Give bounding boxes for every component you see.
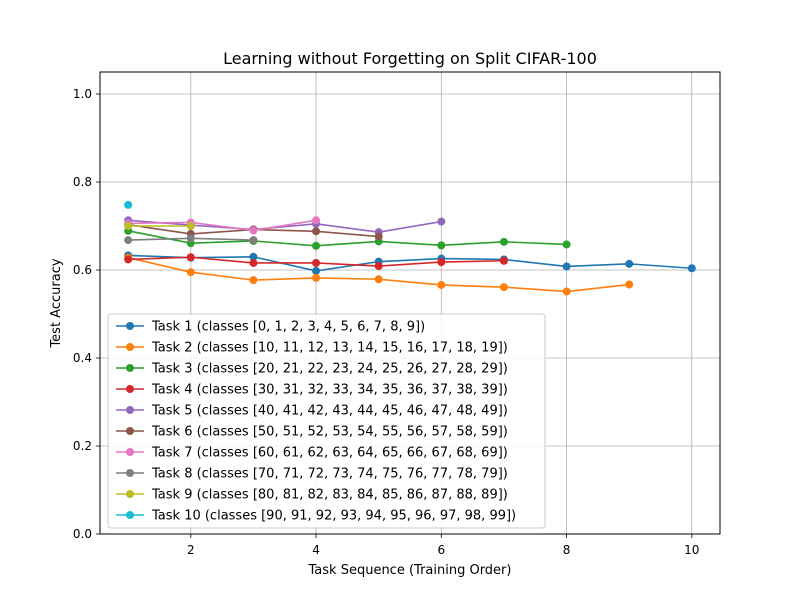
data-point: [186, 253, 195, 262]
chart-title: Learning without Forgetting on Split CIF…: [223, 49, 597, 68]
legend-swatch-marker: [126, 490, 134, 498]
data-point: [124, 255, 133, 264]
legend-label: Task 1 (classes [0, 1, 2, 3, 4, 5, 6, 7,…: [151, 320, 425, 335]
data-point: [312, 266, 321, 275]
data-point: [312, 273, 321, 282]
legend-label: Task 7 (classes [60, 61, 62, 63, 64, 65,…: [151, 446, 508, 461]
legend-label: Task 10 (classes [90, 91, 92, 93, 94, 95…: [151, 509, 516, 524]
data-point: [312, 227, 321, 236]
y-axis-label: Test Accuracy: [49, 258, 64, 348]
y-tick-label: 0.6: [73, 263, 92, 277]
legend-label: Task 5 (classes [40, 41, 42, 43, 44, 45,…: [151, 404, 508, 419]
legend-swatch-marker: [126, 406, 134, 414]
data-point: [437, 217, 446, 226]
legend-label: Task 9 (classes [80, 81, 82, 83, 84, 85,…: [151, 488, 508, 503]
data-point: [562, 262, 571, 271]
series-line: [128, 219, 442, 233]
data-point: [249, 236, 258, 245]
data-point: [312, 258, 321, 267]
data-point: [249, 258, 258, 267]
data-point: [249, 276, 258, 285]
legend-label: Task 2 (classes [10, 11, 12, 13, 14, 15,…: [151, 341, 508, 356]
legend-box: [107, 313, 546, 529]
x-tick-label: 6: [437, 543, 445, 557]
data-point: [124, 236, 133, 245]
legend-label: Task 6 (classes [50, 51, 52, 53, 54, 55,…: [151, 425, 508, 440]
series-line: [128, 254, 692, 272]
series-layer: [124, 200, 696, 296]
series-task-8: [124, 234, 258, 245]
legend-swatch-marker: [126, 322, 134, 330]
data-point: [312, 216, 321, 225]
series-task-9: [124, 222, 195, 230]
legend-item: Task 5 (classes [40, 41, 42, 43, 44, 45,…: [116, 404, 508, 419]
data-point: [625, 280, 634, 289]
data-point: [374, 232, 383, 241]
data-point: [186, 268, 195, 277]
plot-frame: [99, 71, 721, 535]
ticks: 2 4 6 8 10 0.0 0.2 0.4 0.6 0.8 1.0: [73, 87, 700, 557]
data-point: [499, 237, 508, 246]
data-point: [687, 264, 696, 273]
data-point: [312, 241, 321, 250]
legend-item: Task 7 (classes [60, 61, 62, 63, 64, 65,…: [116, 446, 508, 461]
data-point: [124, 222, 133, 230]
series-task-1: [124, 251, 696, 275]
data-point: [374, 275, 383, 284]
legend-item: Task 9 (classes [80, 81, 82, 83, 84, 85,…: [116, 488, 508, 503]
y-tick-label: 0.8: [73, 175, 92, 189]
x-tick-label: 8: [563, 543, 571, 557]
series-task-10: [124, 200, 133, 209]
legend-swatch-marker: [126, 448, 134, 456]
data-point: [186, 234, 195, 243]
data-point: [499, 283, 508, 292]
y-tick-label: 0.4: [73, 351, 92, 365]
legend-item: Task 6 (classes [50, 51, 52, 53, 54, 55,…: [116, 425, 508, 440]
legend-swatch-marker: [126, 385, 134, 393]
data-point: [186, 222, 195, 230]
x-tick-label: 4: [312, 543, 320, 557]
legend-item: Task 3 (classes [20, 21, 22, 23, 24, 25,…: [116, 362, 508, 377]
data-point: [562, 240, 571, 249]
y-tick-label: 1.0: [73, 87, 92, 101]
legend-item: Task 8 (classes [70, 71, 72, 73, 74, 75,…: [116, 467, 508, 482]
legend-swatch-marker: [126, 364, 134, 372]
legend: Task 1 (classes [0, 1, 2, 3, 4, 5, 6, 7,…: [107, 313, 546, 529]
legend-item: Task 4 (classes [30, 31, 32, 33, 34, 35,…: [116, 383, 508, 398]
legend-label: Task 3 (classes [20, 21, 22, 23, 24, 25,…: [151, 362, 508, 377]
data-point: [249, 252, 258, 261]
x-axis-label: Task Sequence (Training Order): [308, 563, 512, 578]
series-task-2: [124, 253, 634, 296]
legend-item: Task 10 (classes [90, 91, 92, 93, 94, 95…: [116, 509, 516, 524]
series-line: [128, 219, 317, 232]
y-tick-label: 0.0: [73, 527, 92, 541]
x-tick-label: 10: [684, 543, 699, 557]
data-point: [249, 226, 258, 235]
x-tick-label: 2: [187, 543, 195, 557]
legend-item: Task 2 (classes [10, 11, 12, 13, 14, 15,…: [116, 341, 508, 356]
legend-label: Task 4 (classes [30, 31, 32, 33, 34, 35,…: [151, 383, 508, 398]
data-point: [124, 200, 133, 209]
data-point: [437, 241, 446, 250]
data-point: [374, 262, 383, 271]
data-point: [499, 256, 508, 265]
legend-swatch-marker: [126, 511, 134, 519]
legend-swatch-marker: [126, 343, 134, 351]
data-point: [562, 287, 571, 296]
series-line: [128, 230, 567, 247]
data-point: [437, 258, 446, 267]
series-task-4: [124, 253, 508, 271]
legend-label: Task 8 (classes [70, 71, 72, 73, 74, 75,…: [151, 467, 508, 482]
legend-swatch-marker: [126, 469, 134, 477]
data-point: [437, 280, 446, 289]
data-point: [625, 259, 634, 268]
y-tick-label: 0.2: [73, 439, 92, 453]
legend-item: Task 1 (classes [0, 1, 2, 3, 4, 5, 6, 7,…: [116, 320, 425, 335]
legend-swatch-marker: [126, 427, 134, 435]
